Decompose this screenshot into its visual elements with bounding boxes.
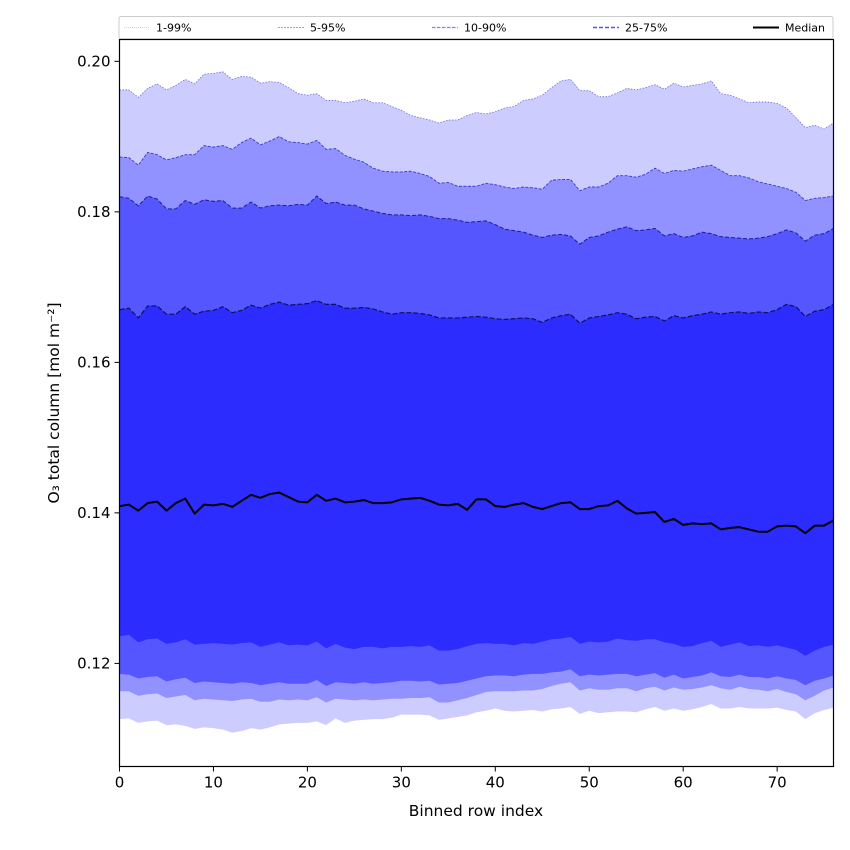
legend-label: 5-95% bbox=[310, 22, 345, 35]
legend-label: 1-99% bbox=[156, 22, 191, 35]
band-edge-lines bbox=[119, 71, 834, 324]
median-line bbox=[119, 491, 834, 535]
x-axis-label: Binned row index bbox=[409, 802, 543, 820]
legend-label: 10-90% bbox=[464, 22, 506, 35]
y-tick-label: 0.20 bbox=[77, 52, 110, 70]
x-tick-label: 70 bbox=[768, 774, 787, 792]
y-tick-label: 0.18 bbox=[77, 203, 110, 221]
x-tick-label: 30 bbox=[392, 774, 411, 792]
x-tick-label: 50 bbox=[580, 774, 599, 792]
legend-frame bbox=[118, 16, 834, 39]
y-axis: 0.12 0.14 0.16 0.18 0.20 bbox=[77, 52, 120, 672]
x-tick-label: 40 bbox=[486, 774, 505, 792]
plot-frame bbox=[118, 38, 835, 768]
band-upper-line-p95 bbox=[119, 136, 834, 202]
band-upper-line-p90 bbox=[119, 195, 834, 245]
band-upper-line-p99 bbox=[119, 71, 834, 130]
x-tick-label: 60 bbox=[674, 774, 693, 792]
x-axis: 0 10 20 30 40 50 60 70 bbox=[115, 766, 787, 792]
x-tick-label: 0 bbox=[115, 774, 125, 792]
band-upper-line-p75 bbox=[119, 300, 834, 324]
legend: 1-99% 5-95% 10-90% 25-75% Median bbox=[118, 16, 834, 39]
y-tick-label: 0.14 bbox=[77, 504, 110, 522]
x-tick-label: 20 bbox=[298, 774, 317, 792]
bands-layer bbox=[119, 71, 834, 733]
y-tick-label: 0.12 bbox=[77, 654, 110, 672]
legend-label: 25-75% bbox=[625, 22, 667, 35]
median-line-layer bbox=[119, 491, 834, 535]
x-tick-label: 10 bbox=[204, 774, 223, 792]
legend-label: Median bbox=[785, 22, 825, 35]
y-axis-label: O₃ total column [mol m⁻²] bbox=[45, 302, 63, 503]
y-tick-label: 0.16 bbox=[77, 353, 110, 371]
band-25-75pct bbox=[119, 300, 834, 656]
